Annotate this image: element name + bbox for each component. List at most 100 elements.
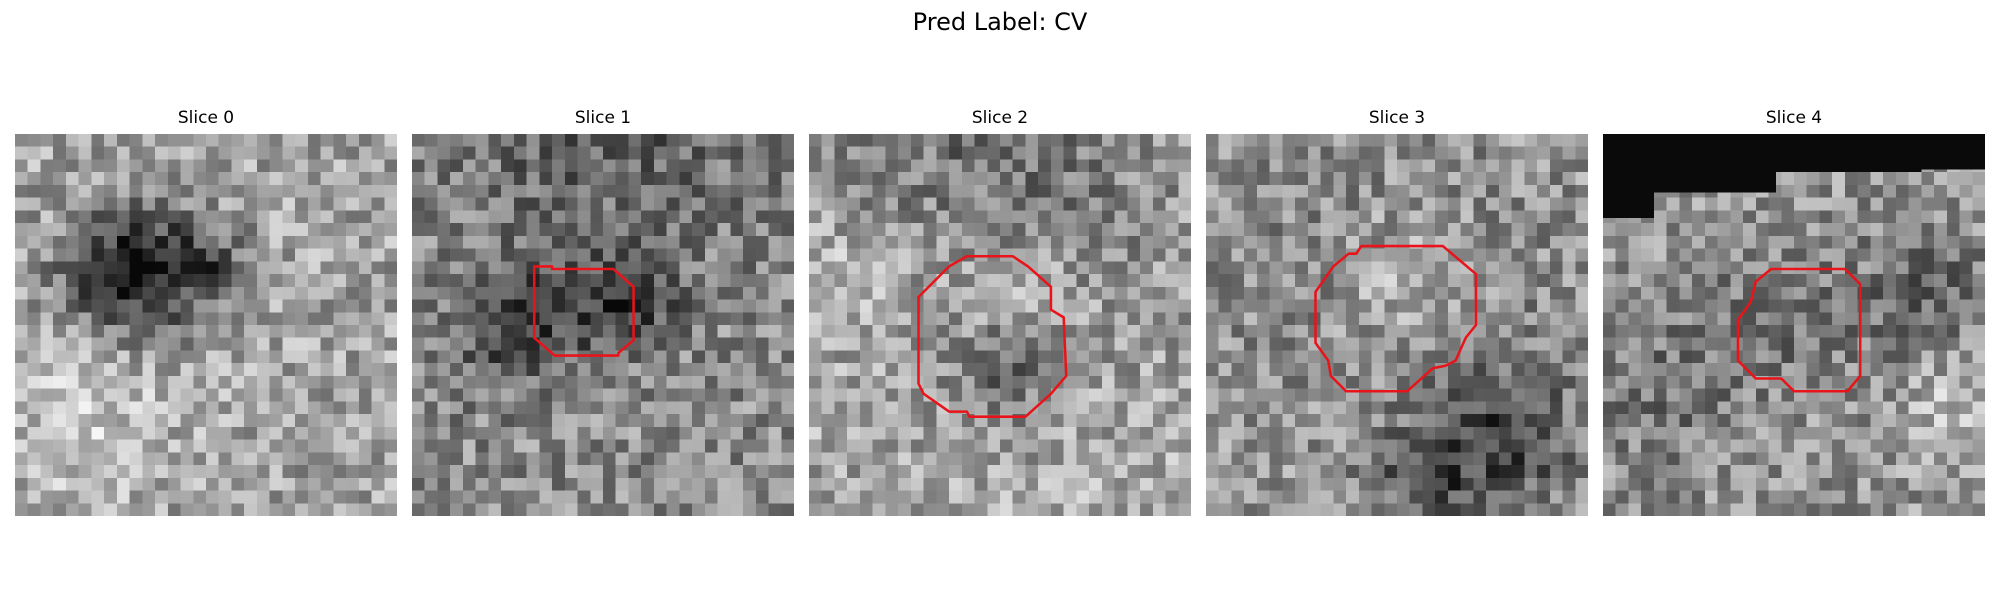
pixel-cell: [564, 274, 578, 287]
pixel-cell: [155, 159, 168, 173]
pixel-cell: [1256, 401, 1270, 415]
pixel-cell: [475, 286, 489, 300]
pixel-cell: [526, 452, 540, 466]
pixel-cell: [1050, 414, 1064, 427]
pixel-cell: [1819, 274, 1833, 287]
pixel-cell: [717, 388, 731, 402]
pixel-cell: [1641, 299, 1654, 313]
pixel-cell: [1511, 325, 1525, 338]
pixel-cell: [1012, 134, 1026, 147]
pixel-cell: [564, 197, 578, 211]
pixel-cell: [872, 210, 886, 224]
pixel-cell: [167, 235, 181, 249]
pixel-cell: [307, 197, 321, 211]
pixel-cell: [167, 439, 181, 453]
pixel-cell: [885, 401, 899, 415]
pixel-cell: [450, 312, 463, 325]
pixel-cell: [974, 146, 988, 160]
pixel-cell: [1755, 274, 1769, 287]
pixel-cell: [1486, 172, 1499, 185]
pixel-cell: [961, 503, 975, 516]
pixel-cell: [412, 465, 425, 478]
pixel-cell: [1371, 426, 1385, 440]
pixel-cell: [384, 134, 397, 147]
pixel-cell: [1371, 465, 1385, 478]
pixel-cell: [155, 172, 168, 185]
pixel-cell: [1244, 197, 1257, 211]
pixel-cell: [717, 197, 731, 211]
pixel-cell: [346, 274, 359, 287]
pixel-cell: [282, 197, 296, 211]
pixel-cell: [1857, 248, 1871, 262]
pixel-cell: [78, 414, 92, 427]
pixel-cell: [539, 337, 553, 351]
pixel-cell: [1959, 197, 1973, 211]
pixel-cell: [1320, 465, 1334, 478]
pixel-cell: [1959, 286, 1973, 300]
pixel-cell: [1755, 312, 1769, 325]
pixel-cell: [1641, 235, 1654, 249]
pixel-cell: [809, 465, 822, 478]
pixel-cell: [910, 439, 924, 453]
pixel-cell: [462, 159, 476, 173]
pixel-cell: [961, 439, 975, 453]
pixel-cell: [1409, 426, 1423, 440]
pixel-cell: [641, 274, 654, 287]
pixel-cell: [358, 312, 372, 325]
pixel-cell: [78, 465, 92, 478]
pixel-cell: [1603, 388, 1616, 402]
pixel-cell: [590, 490, 603, 504]
pixel-cell: [615, 261, 629, 275]
pixel-cell: [1089, 426, 1102, 440]
pixel-cell: [809, 439, 822, 453]
pixel-cell: [53, 350, 66, 364]
pixel-cell: [859, 223, 873, 236]
pixel-cell: [53, 452, 66, 466]
pixel-cell: [1127, 490, 1141, 504]
pixel-cell: [1883, 210, 1896, 224]
pixel-cell: [910, 184, 924, 198]
pixel-cell: [206, 375, 219, 389]
pixel-cell: [1908, 490, 1922, 504]
pixel-cell: [628, 465, 642, 478]
pixel-cell: [513, 184, 527, 198]
pixel-cell: [1603, 439, 1616, 453]
pixel-cell: [1883, 426, 1896, 440]
pixel-cell: [1012, 312, 1026, 325]
pixel-cell: [936, 235, 950, 249]
pixel-cell: [1806, 452, 1820, 466]
pixel-cell: [1794, 312, 1807, 325]
pixel-cell: [1562, 465, 1576, 478]
pixel-cell: [1641, 401, 1654, 415]
pixel-cell: [1282, 452, 1296, 466]
pixel-cell: [1781, 414, 1794, 427]
pixel-cell: [898, 274, 911, 287]
pixel-cell: [167, 146, 181, 160]
pixel-cell: [1384, 337, 1397, 351]
pixel-cell: [384, 197, 397, 211]
pixel-cell: [1038, 235, 1051, 249]
pixel-cell: [1435, 146, 1448, 160]
pixel-cell: [577, 401, 591, 415]
pixel-cell: [244, 426, 257, 440]
pixel-cell: [129, 452, 143, 466]
pixel-cell: [768, 414, 782, 427]
pixel-cell: [1282, 286, 1296, 300]
pixel-cell: [1346, 426, 1359, 440]
pixel-cell: [282, 477, 296, 491]
pixel-cell: [1934, 197, 1947, 211]
pixel-cell: [1959, 350, 1973, 364]
pixel-cell: [641, 210, 654, 224]
pixel-cell: [1806, 274, 1820, 287]
pixel-cell: [1089, 312, 1102, 325]
pixel-cell: [282, 388, 296, 402]
pixel-cell: [1244, 172, 1257, 185]
pixel-cell: [730, 465, 744, 478]
pixel-cell: [1549, 223, 1563, 236]
pixel-cell: [1883, 261, 1896, 275]
pixel-cell: [1921, 337, 1935, 351]
pixel-cell: [1832, 210, 1845, 224]
pixel-cell: [1511, 235, 1525, 249]
pixel-cell: [142, 223, 156, 236]
pixel-cell: [384, 426, 397, 440]
